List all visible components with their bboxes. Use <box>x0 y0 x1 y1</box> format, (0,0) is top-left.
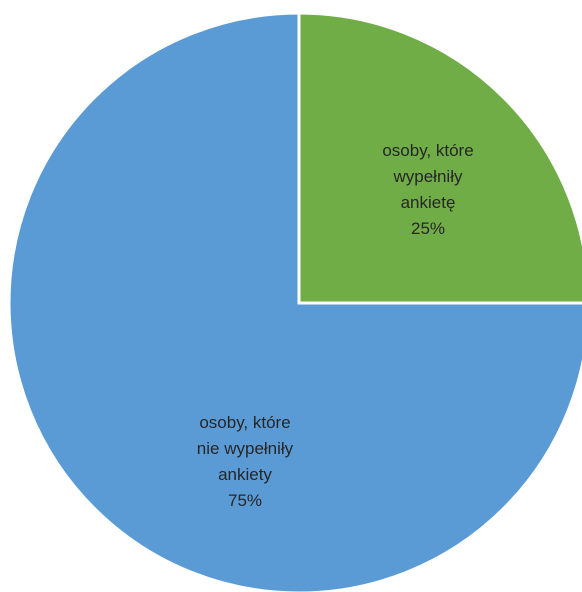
pie-slices <box>7 11 582 592</box>
slice-label-line: wypełniły <box>393 167 463 186</box>
slice-label-line: osoby, które <box>382 141 473 160</box>
slice-label-1: osoby, które wypełniły ankietę 25% <box>382 141 473 238</box>
slice-label-line: nie wypełniły <box>197 439 294 458</box>
slice-label-line: 75% <box>228 491 262 510</box>
pie-slice-1 <box>297 11 582 305</box>
slice-label-2: osoby, które nie wypełniły ankiety 75% <box>197 413 294 510</box>
slice-label-line: osoby, które <box>199 413 290 432</box>
slice-label-line: 25% <box>411 219 445 238</box>
slice-label-line: ankiety <box>218 465 272 484</box>
slice-label-line: ankietę <box>401 193 456 212</box>
slice-labels: osoby, które wypełniły ankietę 25%osoby, kt… <box>197 141 474 510</box>
pie-slice-2 <box>7 11 582 592</box>
